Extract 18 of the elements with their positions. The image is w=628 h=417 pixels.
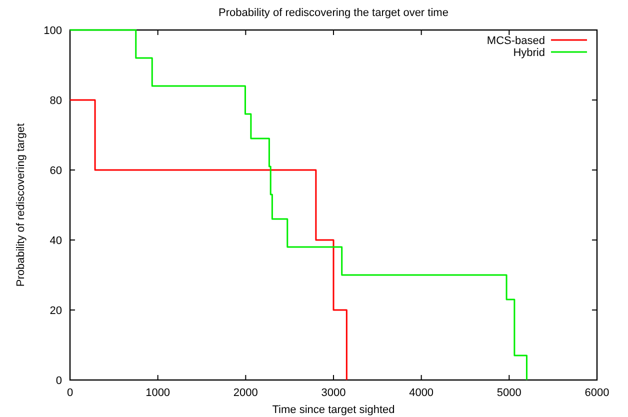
- x-axis-title: Time since target sighted: [272, 404, 395, 416]
- y-tick-label: 40: [50, 235, 62, 247]
- y-tick-label: 100: [44, 25, 62, 37]
- x-tick-label: 6000: [584, 387, 610, 399]
- chart-title: Probability of rediscovering the target over time: [218, 7, 448, 19]
- y-tick-label: 60: [50, 165, 62, 177]
- x-tick-label: 0: [66, 387, 74, 399]
- x-tick-label: 2000: [233, 387, 258, 399]
- y-tick-label: 80: [50, 95, 62, 107]
- x-tick-label: 5000: [496, 387, 522, 399]
- legend-label: MCS-based: [486, 35, 545, 47]
- x-tick-label: 3000: [321, 387, 346, 399]
- y-axis-title: Probability of rediscovering target: [15, 123, 27, 287]
- x-tick-label: 4000: [409, 387, 434, 399]
- legend-label: Hybrid: [513, 47, 545, 59]
- y-tick-label: 20: [50, 305, 62, 317]
- x-tick-label: 1000: [146, 387, 170, 399]
- y-tick-label: 0: [56, 375, 62, 387]
